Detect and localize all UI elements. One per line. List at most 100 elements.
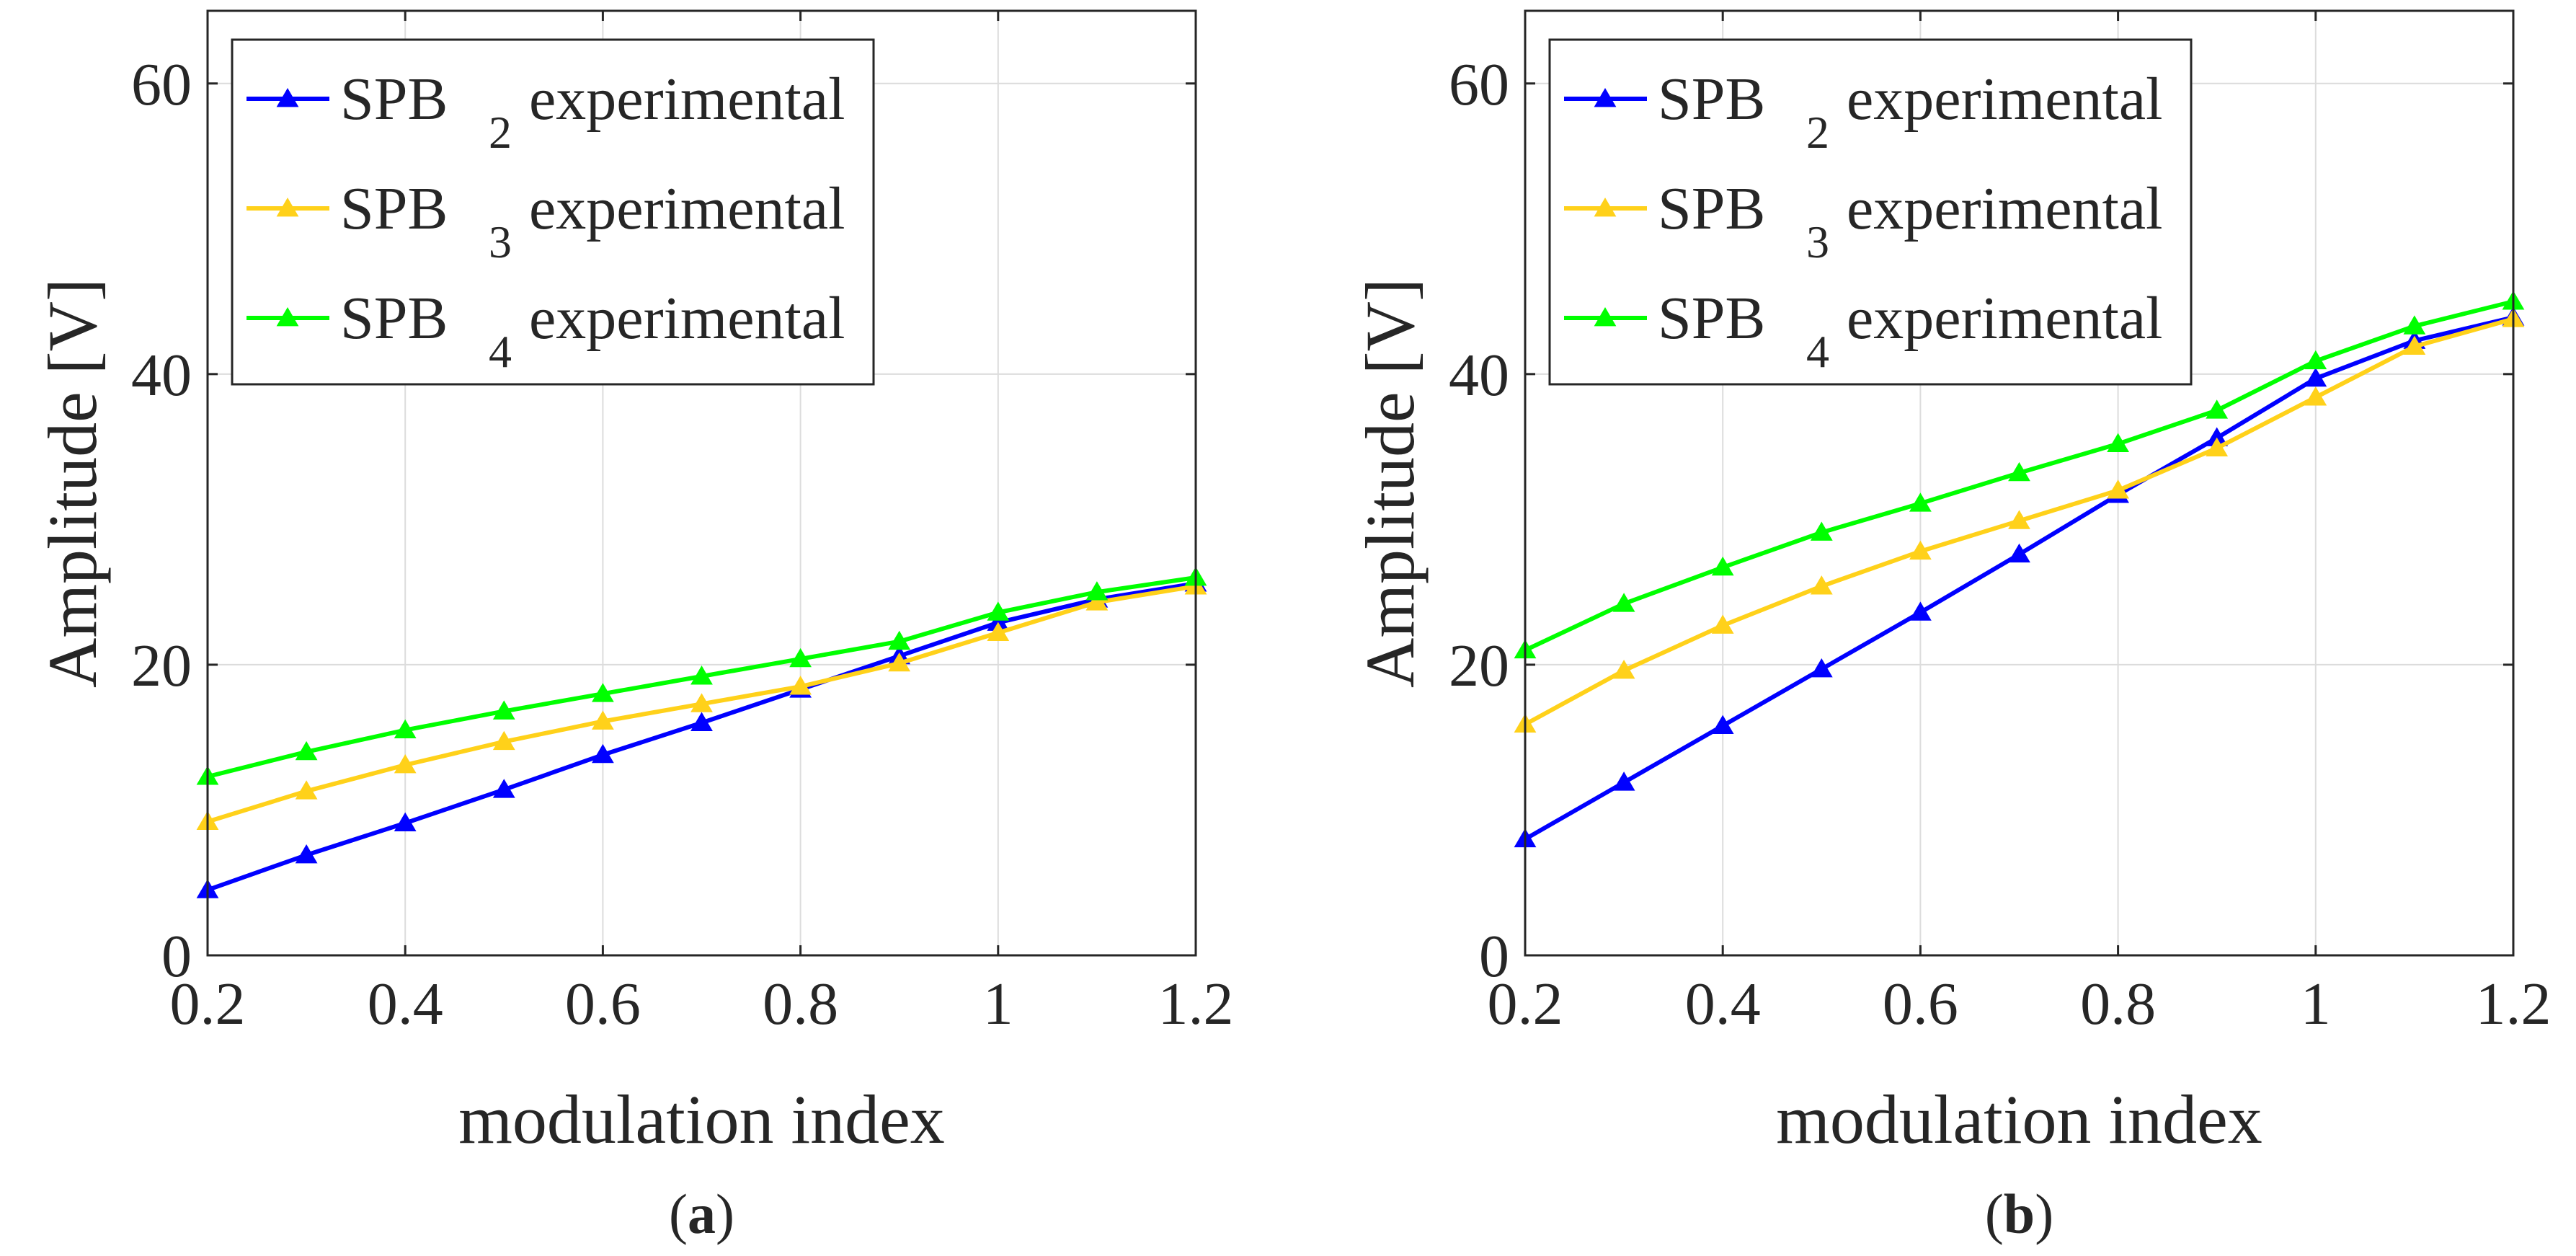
data-point-spb3	[394, 753, 417, 774]
legend-label-subscript: 2	[1806, 107, 1829, 158]
legend-box	[1548, 38, 2193, 386]
data-point-spb3	[987, 622, 1010, 641]
data-point-spb2	[295, 844, 318, 864]
x-tick-label: 0.6	[1883, 970, 1958, 1038]
x-axis-label: modulation index	[1776, 1081, 2262, 1158]
y-tick-label: 40	[1449, 342, 1509, 409]
data-point-spb3	[1085, 591, 1109, 611]
panel-label: (b)	[1985, 1182, 2053, 1245]
data-point-spb4	[789, 647, 812, 668]
y-tick-label: 60	[131, 51, 192, 118]
data-point-spb4	[1711, 556, 1734, 576]
legend-item-spb4: SPB 4 experimental	[247, 285, 845, 377]
data-point-spb2	[492, 779, 515, 798]
data-point-spb4	[2403, 315, 2426, 335]
panel-label-close: )	[2035, 1182, 2053, 1245]
data-point-spb4	[987, 601, 1010, 621]
legend: SPB 2 experimental SPB 3 experimental SPB 4 expe…	[1548, 38, 2193, 386]
tick-marks	[1524, 11, 2515, 957]
data-point-spb3	[888, 652, 911, 672]
y-tick-label: 40	[131, 342, 192, 409]
panel-label-letter: a	[688, 1182, 716, 1245]
data-point-spb4	[2304, 350, 2327, 370]
panel-label-open: (	[1985, 1182, 2004, 1245]
axes-box	[1524, 9, 2515, 957]
legend-item-spb2: SPB 2 experimental	[1564, 66, 2162, 158]
data-point-spb3	[1909, 540, 1932, 560]
data-point-spb2	[2304, 367, 2327, 387]
legend-item-spb3: SPB 3 experimental	[1564, 175, 2162, 267]
data-point-spb4	[2008, 461, 2030, 482]
legend-label-suffix: experimental	[529, 285, 845, 352]
legend-label-subscript: 2	[489, 107, 512, 158]
legend-label-base: SPB	[1658, 66, 1765, 133]
x-tick-label: 1	[983, 970, 1013, 1038]
chart-panel-a: 0.2 0.4 0.6 0.8 1 1.2 0 20 40 60 modulation index A…	[34, 9, 1234, 1245]
data-point-spb4	[1612, 593, 1635, 612]
data-point-spb4	[690, 665, 713, 685]
data-point-spb4	[1810, 521, 1833, 541]
x-tick-label: 0.8	[763, 970, 838, 1038]
legend-label-base: SPB	[1658, 285, 1765, 352]
data-point-spb3	[789, 676, 812, 695]
data-point-spb2	[1711, 715, 1734, 734]
data-point-spb3	[1810, 575, 1833, 595]
data-point-spb2	[2008, 543, 2030, 563]
legend-label-suffix: experimental	[529, 66, 845, 133]
data-point-spb4	[492, 700, 515, 720]
data-point-spb4	[1085, 581, 1109, 601]
axes-box	[206, 9, 1197, 957]
data-point-spb2	[690, 712, 713, 731]
y-tick-label: 0	[1479, 923, 1509, 990]
y-axis-label: Amplitude [V]	[1351, 278, 1429, 688]
x-tick-label: 0.2	[1488, 970, 1563, 1038]
x-tick-label: 0.6	[565, 970, 641, 1038]
x-axis-label: modulation index	[458, 1081, 945, 1158]
legend-item-spb2: SPB 2 experimental	[247, 66, 845, 158]
panel-label-letter: b	[2004, 1182, 2035, 1245]
data-point-spb4	[592, 683, 614, 702]
chart-panel-b: 0.2 0.4 0.6 0.8 1 1.2 0 20 40 60 modulation index A…	[1351, 9, 2551, 1245]
legend-label-suffix: experimental	[1847, 175, 2162, 242]
legend-label-suffix: experimental	[1847, 66, 2162, 133]
legend: SPB 2 experimental SPB 3 experimental SPB 4 expe…	[231, 38, 875, 386]
legend-item-spb4: SPB 4 experimental	[1564, 285, 2162, 377]
x-tick-label: 0.2	[170, 970, 246, 1038]
panel-label-open: (	[669, 1182, 688, 1245]
legend-marker	[276, 88, 299, 107]
x-tick-label: 1.2	[1158, 970, 1234, 1038]
data-point-spb3	[2206, 437, 2229, 457]
data-point-spb4	[888, 630, 911, 650]
data-point-spb2	[592, 743, 614, 764]
data-point-spb3	[2008, 510, 2030, 529]
legend-marker	[1594, 88, 1617, 107]
legend-marker	[276, 307, 299, 327]
x-tick-label: 0.8	[2080, 970, 2156, 1038]
legend-label-base: SPB	[1658, 175, 1765, 242]
data-point-spb4	[295, 740, 318, 761]
series-spb2	[1514, 306, 2525, 848]
data-point-spb2	[1909, 601, 1932, 621]
legend-label-base: SPB	[340, 66, 448, 133]
data-point-spb3	[592, 710, 614, 730]
tick-marks	[206, 11, 1197, 957]
legend-label-subscript: 4	[1806, 326, 1829, 377]
legend-marker	[1594, 307, 1617, 327]
data-point-spb4	[2107, 433, 2129, 452]
data-point-spb3	[1711, 614, 1734, 634]
series-spb3	[1514, 308, 2525, 733]
data-point-spb4	[1909, 492, 1932, 512]
legend-box	[231, 38, 875, 386]
data-point-spb3	[2107, 479, 2129, 499]
panel-label: (a)	[669, 1182, 734, 1245]
y-tick-label: 0	[161, 923, 192, 990]
legend-item-spb3: SPB 3 experimental	[247, 175, 845, 267]
y-tick-label: 20	[131, 632, 192, 699]
series-spb4	[1514, 291, 2525, 659]
data-point-spb3	[295, 780, 318, 800]
legend-label-suffix: experimental	[1847, 285, 2162, 352]
x-tick-label: 0.4	[368, 970, 443, 1038]
data-point-spb2	[394, 812, 417, 831]
panel-label-close: )	[716, 1182, 734, 1245]
